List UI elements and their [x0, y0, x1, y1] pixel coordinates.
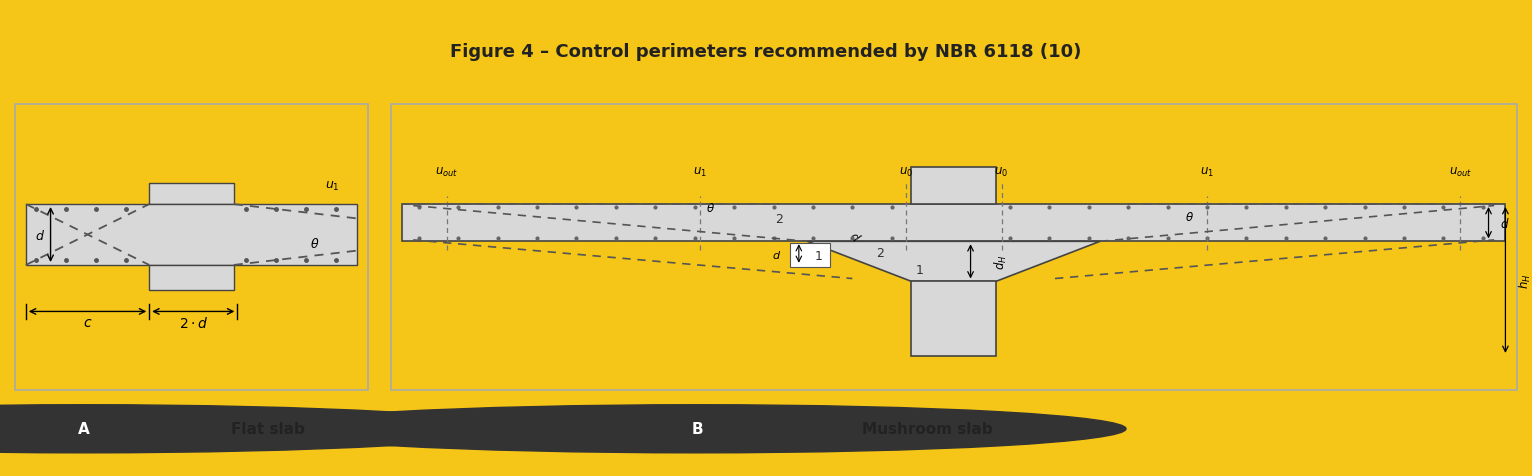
Text: $u_0$: $u_0$	[994, 166, 1008, 179]
Text: B: B	[691, 421, 703, 436]
Text: $d$: $d$	[772, 248, 781, 261]
Text: $d_H$: $d_H$	[993, 254, 1010, 269]
Bar	[401, 205, 1506, 242]
Bar	[149, 266, 234, 290]
Text: $u_{out}$: $u_{out}$	[435, 166, 458, 179]
Text: $\theta$: $\theta$	[1184, 210, 1193, 223]
Text: $u_1$: $u_1$	[1200, 166, 1213, 179]
Bar	[912, 168, 996, 205]
Text: $h_H$: $h_H$	[1517, 273, 1532, 288]
Text: A: A	[78, 421, 90, 436]
Bar	[791, 243, 830, 268]
Text: 2: 2	[876, 247, 884, 260]
Circle shape	[268, 405, 1126, 453]
Bar	[912, 282, 996, 356]
Text: $\theta$: $\theta$	[706, 202, 715, 215]
Text: $d$: $d$	[35, 228, 44, 242]
Text: Mushroom slab: Mushroom slab	[861, 421, 993, 436]
Text: $\theta$: $\theta$	[309, 237, 320, 251]
Text: $c$: $c$	[83, 316, 92, 329]
Text: $u_1$: $u_1$	[325, 179, 340, 192]
Bar	[149, 183, 234, 205]
Text: 1: 1	[815, 249, 823, 263]
Polygon shape	[807, 242, 1100, 282]
Text: Figure 4 – Control perimeters recommended by NBR 6118 (10): Figure 4 – Control perimeters recommende…	[450, 43, 1082, 61]
Text: $d$: $d$	[1500, 216, 1509, 230]
FancyBboxPatch shape	[705, 406, 1149, 456]
Text: 1: 1	[916, 264, 924, 277]
Text: $u_1$: $u_1$	[694, 166, 708, 179]
Text: $2 \cdot d$: $2 \cdot d$	[179, 315, 208, 330]
Text: $u_0$: $u_0$	[899, 166, 913, 179]
Text: Flat slab: Flat slab	[231, 421, 305, 436]
Text: $d$: $d$	[847, 228, 864, 245]
Circle shape	[0, 405, 513, 453]
Text: $u_{out}$: $u_{out}$	[1449, 166, 1472, 179]
Text: 2: 2	[775, 212, 783, 226]
FancyBboxPatch shape	[92, 406, 444, 456]
Bar	[26, 205, 357, 266]
